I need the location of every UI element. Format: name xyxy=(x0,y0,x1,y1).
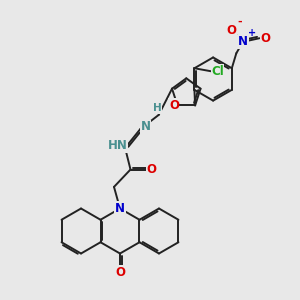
Text: O: O xyxy=(260,32,270,45)
Text: N: N xyxy=(238,35,248,48)
Text: +: + xyxy=(248,28,256,38)
Text: O: O xyxy=(115,266,125,279)
Text: O: O xyxy=(169,99,179,112)
Text: O: O xyxy=(146,163,157,176)
Text: N: N xyxy=(115,202,125,215)
Text: -: - xyxy=(237,16,242,26)
Text: H: H xyxy=(153,103,162,113)
Text: N: N xyxy=(140,120,151,134)
Text: HN: HN xyxy=(108,139,127,152)
Text: Cl: Cl xyxy=(211,65,224,78)
Text: O: O xyxy=(226,24,236,37)
